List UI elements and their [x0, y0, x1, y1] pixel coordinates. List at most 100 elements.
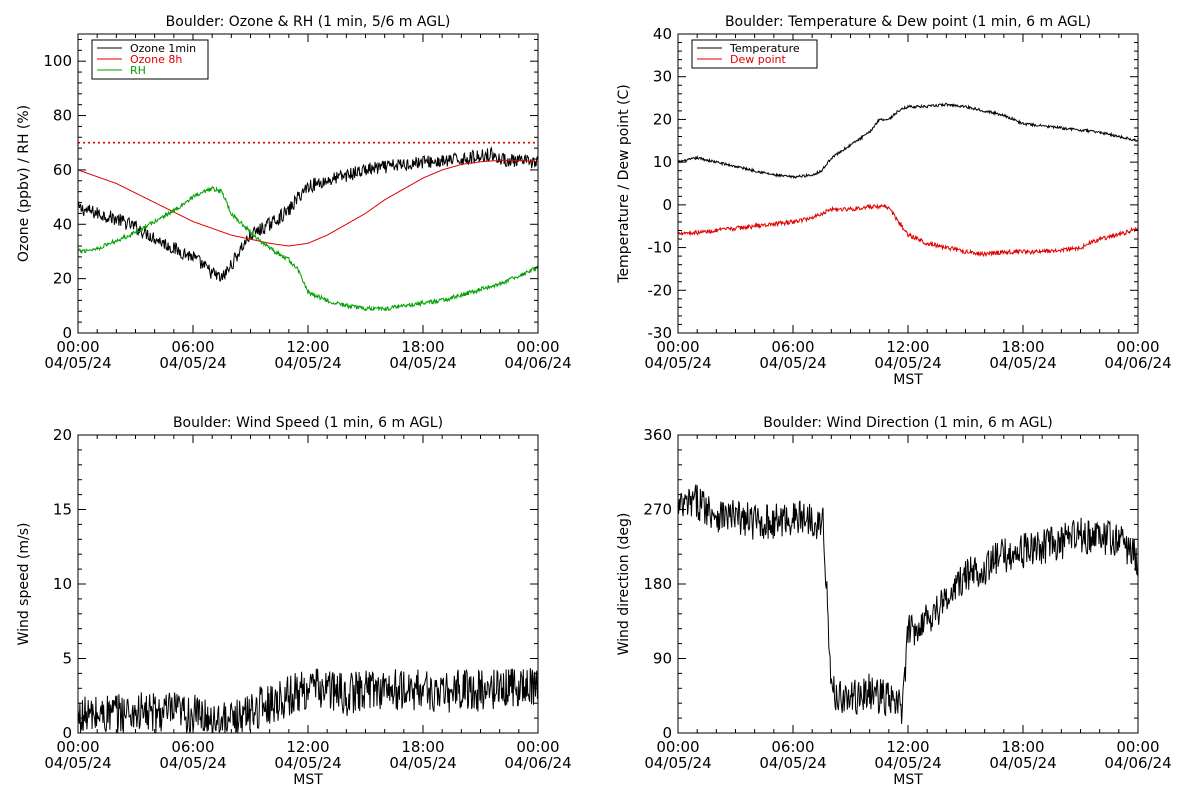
legend-label: Ozone 1min — [130, 42, 196, 55]
x-tick-time-label: 12:00 — [286, 738, 329, 756]
x-tick-time-label: 00:00 — [56, 738, 99, 756]
x-tick-time-label: 00:00 — [1116, 738, 1159, 756]
y-tick-label: 5 — [62, 650, 72, 668]
x-tick-date-label: 04/05/24 — [389, 354, 456, 372]
series-line-1 — [678, 484, 1138, 724]
y-tick-label: 90 — [653, 650, 672, 668]
x-tick-date-label: 04/05/24 — [44, 354, 111, 372]
series-line-2 — [78, 159, 538, 247]
plot-area — [78, 141, 538, 312]
series-line-1 — [678, 102, 1138, 179]
x-tick-date-label: 04/05/24 — [989, 754, 1056, 772]
plot-frame — [677, 434, 1139, 734]
x-tick-time-label: 06:00 — [771, 738, 814, 756]
panel-title: Boulder: Wind Speed (1 min, 6 m AGL) — [173, 415, 443, 431]
x-tick-time-label: 18:00 — [401, 738, 444, 756]
x-tick-date-label: 04/05/24 — [644, 354, 711, 372]
x-tick-time-label: 00:00 — [56, 338, 99, 356]
x-tick-date-label: 04/05/24 — [274, 754, 341, 772]
panel-2: Boulder: Temperature & Dew point (1 min,… — [616, 14, 1172, 388]
x-tick-time-label: 18:00 — [1001, 338, 1044, 356]
series-line-3 — [78, 185, 538, 312]
panel-4: Boulder: Wind Direction (1 min, 6 m AGL)… — [616, 415, 1172, 788]
y-tick-label: -30 — [648, 324, 673, 342]
y-tick-label: -20 — [648, 281, 673, 299]
y-tick-label: 20 — [653, 110, 672, 128]
plot-area — [678, 102, 1138, 258]
x-tick-date-label: 04/05/24 — [159, 754, 226, 772]
legend-label: Dew point — [730, 53, 786, 66]
y-tick-label: 0 — [662, 196, 672, 214]
y-tick-label: 20 — [53, 270, 72, 288]
y-tick-label: 40 — [653, 25, 672, 43]
y-tick-label: 40 — [53, 215, 72, 233]
y-tick-label: 0 — [662, 724, 672, 742]
legend-box — [691, 39, 818, 69]
legend-label: RH — [130, 64, 146, 77]
x-tick-time-label: 06:00 — [171, 338, 214, 356]
x-tick-date-label: 04/05/24 — [44, 754, 111, 772]
x-tick-date-label: 04/05/24 — [274, 354, 341, 372]
series-line-2 — [678, 203, 1138, 258]
series-line-1 — [78, 668, 538, 733]
y-tick-label: 60 — [53, 161, 72, 179]
x-tick-date-label: 04/05/24 — [159, 354, 226, 372]
legend-label: Ozone 8h — [130, 53, 182, 66]
legend-label: Temperature — [729, 42, 800, 55]
x-tick-time-label: 18:00 — [401, 338, 444, 356]
y-axis-label: Ozone (ppbv) / RH (%) — [16, 105, 32, 262]
panel-title: Boulder: Temperature & Dew point (1 min,… — [725, 14, 1091, 30]
panel-1: Boulder: Ozone & RH (1 min, 5/6 m AGL) 0 2… — [16, 14, 572, 372]
x-tick-time-label: 12:00 — [886, 338, 929, 356]
y-axis-label: Wind direction (deg) — [616, 513, 632, 656]
panel-title: Boulder: Wind Direction (1 min, 6 m AGL) — [763, 415, 1052, 431]
x-tick-time-label: 00:00 — [516, 738, 559, 756]
x-axis-label: MST — [293, 772, 323, 788]
y-tick-label: 80 — [53, 107, 72, 125]
x-tick-time-label: 00:00 — [516, 338, 559, 356]
x-tick-date-label: 04/06/24 — [504, 354, 571, 372]
y-tick-label: 0 — [62, 324, 72, 342]
y-tick-label: 180 — [643, 575, 672, 593]
x-axis-label: MST — [893, 372, 923, 388]
x-axis-label: MST — [893, 772, 923, 788]
panel-3: Boulder: Wind Speed (1 min, 6 m AGL) 0 5 10… — [16, 415, 572, 788]
y-tick-label: 30 — [653, 68, 672, 86]
x-tick-time-label: 00:00 — [656, 338, 699, 356]
x-tick-time-label: 12:00 — [886, 738, 929, 756]
plot-area — [678, 484, 1138, 724]
x-tick-time-label: 18:00 — [1001, 738, 1044, 756]
y-tick-label: 270 — [643, 501, 672, 519]
y-tick-label: 0 — [62, 724, 72, 742]
x-tick-date-label: 04/05/24 — [759, 354, 826, 372]
x-tick-date-label: 04/05/24 — [874, 354, 941, 372]
panel-title: Boulder: Ozone & RH (1 min, 5/6 m AGL) — [166, 14, 451, 30]
x-tick-date-label: 04/06/24 — [1104, 354, 1171, 372]
x-tick-date-label: 04/06/24 — [1104, 754, 1171, 772]
y-tick-label: 360 — [643, 426, 672, 444]
x-tick-date-label: 04/05/24 — [989, 354, 1056, 372]
y-tick-label: 20 — [53, 426, 72, 444]
y-tick-label: -10 — [648, 239, 673, 257]
y-tick-label: 10 — [653, 153, 672, 171]
x-tick-time-label: 00:00 — [1116, 338, 1159, 356]
x-tick-time-label: 06:00 — [171, 738, 214, 756]
x-tick-date-label: 04/05/24 — [874, 754, 941, 772]
y-tick-label: 10 — [53, 575, 72, 593]
x-tick-date-label: 04/05/24 — [389, 754, 456, 772]
plot-area — [78, 668, 538, 733]
x-tick-date-label: 04/06/24 — [504, 754, 571, 772]
plot-frame — [677, 33, 1139, 334]
series-line-1 — [78, 146, 538, 282]
y-axis-label: Temperature / Dew point (C) — [616, 84, 632, 283]
x-tick-date-label: 04/05/24 — [644, 754, 711, 772]
y-tick-label: 100 — [43, 52, 72, 70]
x-tick-date-label: 04/05/24 — [759, 754, 826, 772]
y-axis-label: Wind speed (m/s) — [16, 523, 32, 646]
y-tick-label: 15 — [53, 501, 72, 519]
x-tick-time-label: 00:00 — [656, 738, 699, 756]
x-tick-time-label: 12:00 — [286, 338, 329, 356]
